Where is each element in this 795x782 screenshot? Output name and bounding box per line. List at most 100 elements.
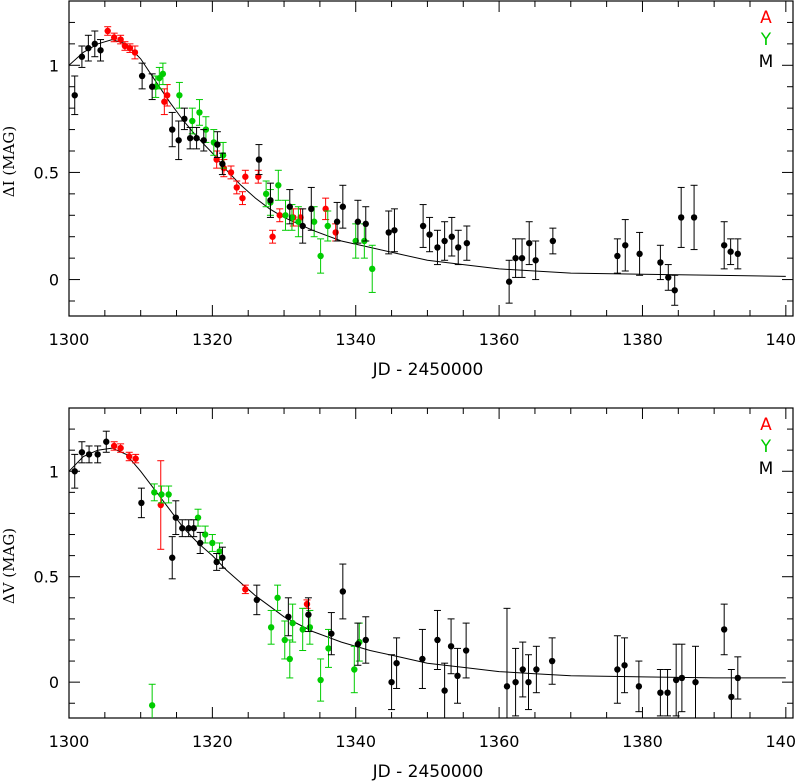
legend-A: A [760,8,772,28]
data-point-M [148,83,156,90]
data-point-Y [295,218,302,225]
data-point-M [448,233,455,240]
data-point-M [196,539,204,547]
data-point-Y [159,70,167,78]
data-point-Y [324,222,331,230]
data-point-Y [194,514,202,521]
data-point-Y [317,676,324,684]
data-point-M [193,134,200,142]
data-point-M [525,678,532,686]
data-point-Y [176,92,183,99]
data-point-M [255,156,263,163]
data-point-M [549,237,557,245]
data-point-Y [189,117,196,125]
data-point-Y [156,74,163,82]
data-point-A [242,173,249,180]
data-point-M [447,643,455,650]
data-point-A [269,233,276,240]
data-point-M [614,252,621,260]
y-tick-label: 0.5 [34,163,59,182]
data-point-Y [306,624,314,631]
data-point-Y [352,237,359,245]
data-point-M [181,115,188,123]
data-point-Y [165,491,172,498]
data-point-M [362,636,369,644]
data-point-A [242,586,249,593]
data-point-A [131,49,139,56]
data-point-M [614,666,621,673]
data-point-M [94,451,101,458]
data-point-M [512,254,519,262]
data-point-A [213,156,220,163]
plot-frame [68,407,794,719]
data-point-A [104,27,111,35]
data-point-M [253,596,261,604]
data-point-Y [299,626,306,633]
data-point-M [692,678,699,686]
legend-M: M [759,52,774,72]
data-point-M [664,689,671,696]
data-point-M [441,687,448,694]
data-point-M [419,222,427,230]
data-point-M [636,250,643,258]
data-point-Y [289,619,296,627]
data-point-M [219,554,226,561]
data-point-M [169,554,176,561]
x-tick-label: 1380 [622,732,663,751]
data-point-M [671,287,678,294]
data-point-M [172,514,180,521]
data-point-M [455,244,462,251]
data-point-M [621,662,628,669]
y-axis-title: ΔI (MAG) [0,126,18,197]
data-point-M [454,672,461,680]
x-tick-label: 1340 [335,330,376,349]
data-point-M [657,259,664,266]
data-point-Y [275,182,282,189]
data-point-A [117,36,124,43]
data-point-A [110,442,118,450]
data-point-M [734,250,742,258]
data-point-M [190,525,197,532]
data-point-Y [369,265,376,273]
data-point-A [117,444,124,452]
data-point-A [322,205,329,213]
data-point-M [354,640,362,648]
data-point-M [267,197,274,204]
legend-Y: Y [760,437,772,457]
data-point-Y [317,252,324,260]
x-tick-label: 1300 [49,330,90,349]
data-point-A [110,34,118,41]
data-point-Y [282,212,289,219]
x-tick-label: 1360 [479,330,520,349]
data-point-M [219,160,226,168]
data-point-M [214,141,221,148]
data-point-Y [325,645,332,652]
data-point-M [339,588,347,595]
data-point-M [97,47,104,54]
data-point-A [121,42,129,50]
data-point-A [239,194,246,202]
data-point-Y [201,531,209,538]
data-point-A [255,173,262,180]
data-point-M [286,203,293,210]
data-point-A [157,501,164,509]
data-point-M [333,218,341,225]
data-point-Y [219,152,227,159]
data-point-M [728,693,735,701]
data-point-M [362,220,369,228]
data-point-Y [274,594,281,601]
data-point-M [299,222,306,230]
data-point-M [85,451,93,458]
x-axis-title: JD - 2450000 [372,360,484,380]
data-point-M [391,227,398,234]
data-point-M [518,254,526,262]
data-point-M [138,499,145,507]
data-point-M [672,676,680,684]
data-point-Y [148,702,156,709]
data-point-M [285,613,292,620]
legend-A: A [760,415,772,435]
